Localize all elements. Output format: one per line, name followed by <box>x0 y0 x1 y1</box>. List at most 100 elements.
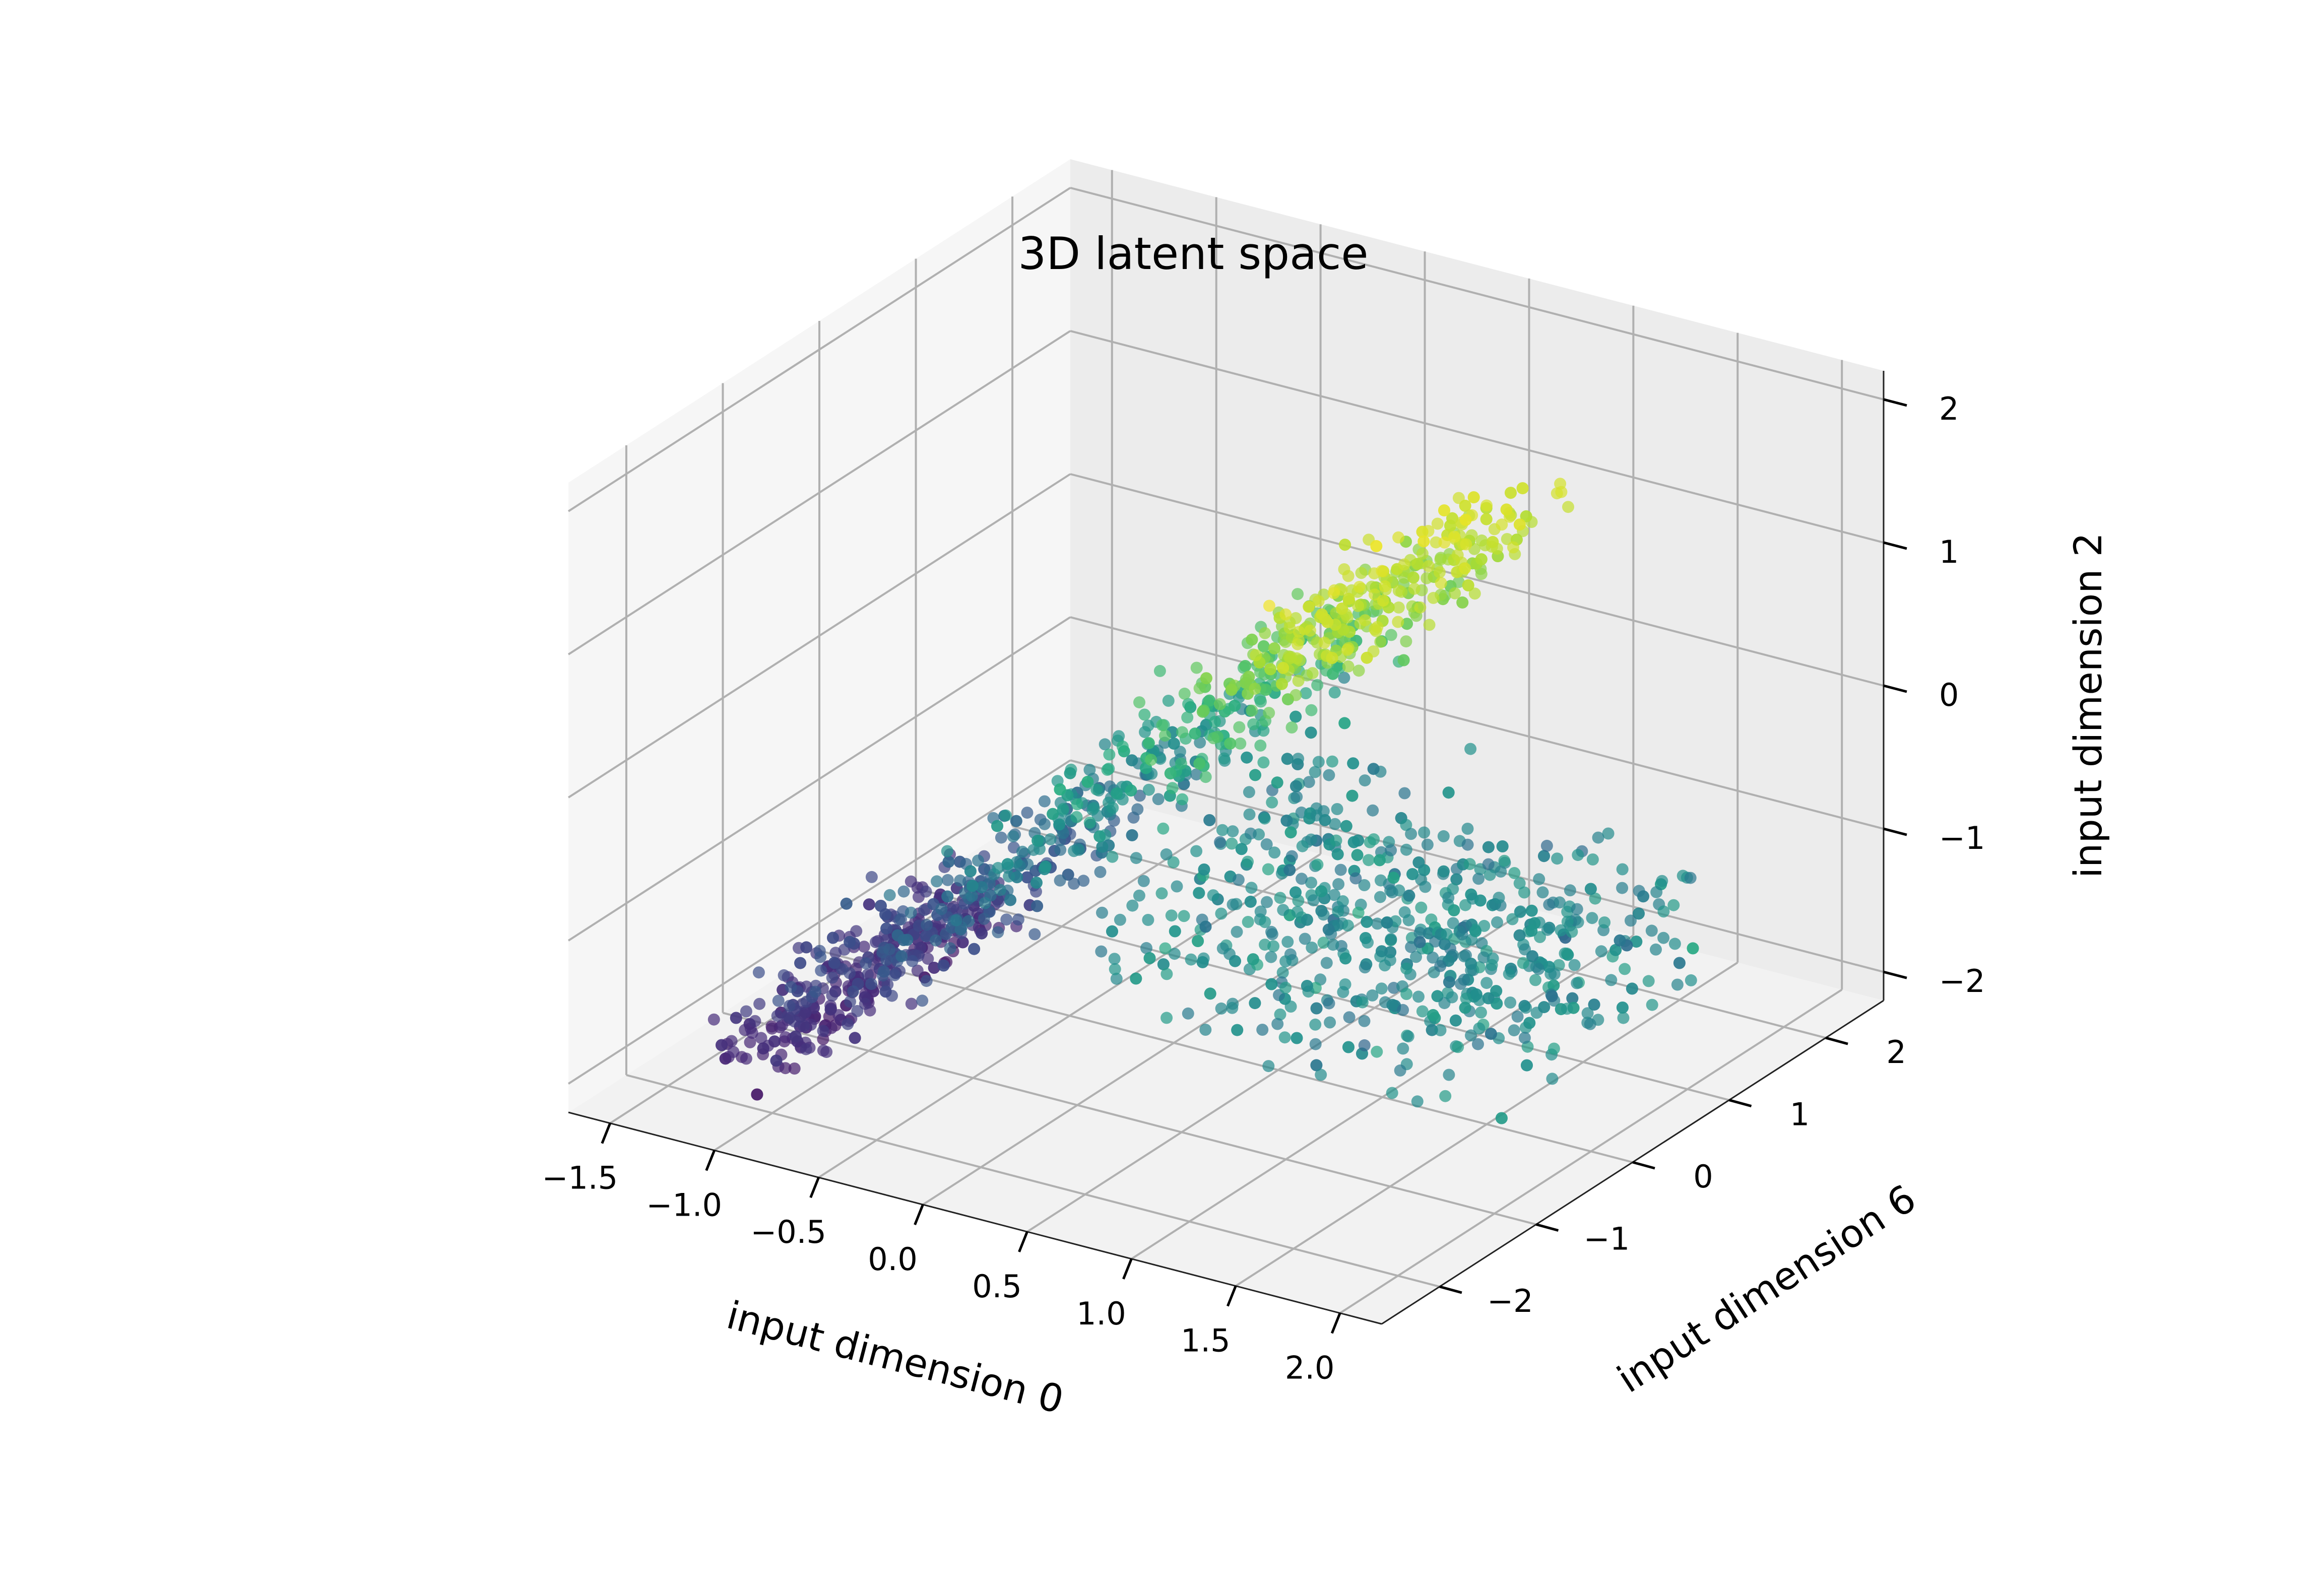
data-point <box>1561 1003 1573 1015</box>
data-point <box>1290 780 1302 792</box>
data-point <box>1196 913 1208 926</box>
data-point <box>1071 798 1083 811</box>
data-point <box>1054 874 1066 887</box>
data-point <box>847 985 860 998</box>
data-point <box>1338 717 1351 729</box>
data-point <box>772 994 785 1007</box>
data-point <box>1616 882 1629 894</box>
data-point <box>940 928 952 941</box>
data-point <box>1364 836 1376 848</box>
data-point <box>1235 843 1248 855</box>
data-point <box>1394 1064 1406 1077</box>
data-point <box>1332 905 1344 918</box>
data-point <box>1373 854 1386 867</box>
z-tick-label: 2 <box>1939 390 1959 427</box>
data-point <box>1317 937 1330 949</box>
x-tick <box>1226 1285 1237 1307</box>
data-point <box>1328 889 1340 901</box>
data-point <box>1504 996 1517 1009</box>
data-point <box>1403 889 1415 902</box>
data-point <box>1406 868 1419 881</box>
data-point <box>1244 827 1257 840</box>
data-point <box>1203 694 1216 707</box>
data-point <box>1227 898 1239 911</box>
data-point <box>1650 886 1663 898</box>
data-point <box>1065 763 1077 776</box>
data-point <box>1385 629 1397 641</box>
data-point <box>964 865 977 878</box>
grid-line-z <box>567 616 1071 942</box>
data-point <box>1257 724 1270 737</box>
data-point <box>1540 839 1553 852</box>
data-point <box>1581 1007 1594 1020</box>
data-point <box>1240 677 1252 689</box>
data-point <box>1131 803 1144 816</box>
data-point <box>879 908 891 920</box>
x-tick-label: 1.5 <box>1181 1322 1231 1359</box>
data-point <box>1265 951 1277 963</box>
data-point <box>1434 960 1447 972</box>
data-point <box>1398 906 1411 918</box>
data-point <box>1465 958 1477 970</box>
data-point <box>1398 787 1411 800</box>
data-point <box>888 969 901 981</box>
data-point <box>815 964 827 977</box>
data-point <box>1133 889 1145 902</box>
data-point <box>1145 754 1157 766</box>
data-point <box>1057 803 1069 815</box>
data-point <box>1342 1041 1354 1053</box>
data-point <box>1311 858 1324 871</box>
data-point <box>1416 525 1429 538</box>
data-point <box>1554 896 1566 909</box>
data-point <box>1021 807 1034 819</box>
data-point <box>1465 529 1478 542</box>
data-point <box>976 881 988 893</box>
data-point <box>1339 952 1352 965</box>
x-axis-line <box>568 1111 1382 1325</box>
x-tick-label: 0.0 <box>868 1241 918 1278</box>
data-point <box>1038 795 1051 808</box>
data-point <box>1095 945 1108 958</box>
data-point <box>1279 955 1292 968</box>
data-point <box>1405 828 1417 840</box>
z-axis-label: input dimension 2 <box>2066 533 2110 878</box>
data-point <box>1438 504 1450 517</box>
x-tick <box>809 1177 820 1199</box>
data-point <box>1519 1021 1532 1034</box>
data-point <box>1482 992 1495 1005</box>
data-point <box>1412 990 1425 1003</box>
data-point <box>1562 501 1574 513</box>
data-point <box>1361 915 1373 928</box>
data-point <box>1385 933 1397 946</box>
data-point <box>1418 826 1431 839</box>
data-point <box>1204 987 1216 1000</box>
data-point <box>1433 566 1446 578</box>
data-point <box>1566 925 1578 938</box>
data-point <box>809 985 822 998</box>
data-point <box>1392 531 1405 544</box>
data-point <box>1190 661 1203 674</box>
data-point <box>995 831 1007 844</box>
data-point <box>1101 764 1114 776</box>
data-point <box>942 855 955 868</box>
data-point <box>1358 879 1371 891</box>
data-point <box>1250 649 1262 661</box>
data-point <box>1430 536 1442 549</box>
data-point <box>1482 858 1495 871</box>
data-point <box>1513 929 1526 942</box>
data-point <box>1363 854 1375 867</box>
data-point <box>905 998 918 1010</box>
data-point <box>783 1000 796 1012</box>
data-point <box>1516 482 1529 495</box>
data-point <box>1265 978 1278 990</box>
data-point <box>1461 823 1474 835</box>
data-point <box>789 1030 802 1043</box>
data-point <box>1207 889 1219 902</box>
data-point <box>1199 771 1212 783</box>
data-point <box>863 898 875 911</box>
data-point <box>1341 919 1354 932</box>
data-point <box>1249 997 1261 1010</box>
data-point <box>1359 961 1371 974</box>
data-point <box>1359 614 1371 627</box>
